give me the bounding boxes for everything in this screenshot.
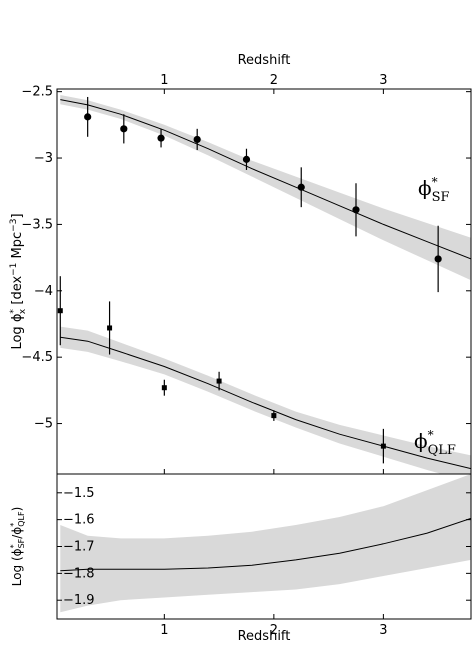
confidence-band-1 <box>60 326 471 474</box>
data-point-qlf <box>216 378 222 384</box>
top-panel: −2.5 −3 −3.5 −4 −4.5 −5 1 2 3 Redshift Log ϕ*x [de… <box>9 53 472 475</box>
data-point-sf <box>157 134 165 142</box>
data-point-sf <box>352 206 360 214</box>
confidence-band-0 <box>60 95 471 281</box>
data-point-sf <box>434 255 442 263</box>
data-point-qlf <box>107 325 113 331</box>
bottom-panel: −1.5 −1.6 −1.7 −1.8 −1.9 1 2 3 Redshift Log (ϕ*SF… <box>9 473 472 644</box>
data-point-qlf <box>57 308 63 314</box>
y-tick-label: −4.5 <box>21 350 53 365</box>
x-tick-label: 2 <box>270 623 278 638</box>
ratio-line <box>60 517 471 572</box>
data-point-qlf <box>380 443 386 449</box>
x-tick-label-top: 1 <box>160 73 168 88</box>
y-tick-label: −4 <box>34 284 53 299</box>
y-tick-label: −5 <box>34 417 53 432</box>
series-label-sf: ϕ* SF <box>418 175 450 205</box>
plot-frame-top <box>56 88 472 475</box>
x-tick-label-top: 3 <box>379 73 387 88</box>
y-axis-title-top: Log ϕ*x [dex−1 Mpc−3] <box>9 213 28 349</box>
x-tick-label: 3 <box>379 623 387 638</box>
y-axis-title-bottom: Log (ϕ*SF/ϕ*QLF) <box>9 507 26 587</box>
x-axis-title-bottom: Redshift <box>238 629 291 644</box>
data-point-sf <box>193 135 201 144</box>
data-point-sf <box>242 155 251 163</box>
y-tick-label: −1.8 <box>63 566 95 581</box>
y-tick-label: −3 <box>34 151 53 166</box>
x-tick-label: 1 <box>160 623 168 638</box>
y-tick-label: −2.5 <box>21 85 53 100</box>
fit-line-0 <box>60 99 471 260</box>
ratio-confidence-band <box>60 474 471 613</box>
data-point-sf <box>84 113 92 121</box>
data-point-qlf <box>161 385 167 391</box>
y-tick-label: −3.5 <box>21 217 53 232</box>
x-tick-label-top: 2 <box>270 73 278 88</box>
y-tick-label: −1.6 <box>63 513 95 528</box>
data-point-sf <box>120 125 128 133</box>
data-point-qlf <box>271 413 277 419</box>
y-tick-label: −1.7 <box>63 540 95 555</box>
data-point-sf <box>297 183 305 191</box>
y-tick-label: −1.9 <box>63 593 95 608</box>
y-tick-label: −1.5 <box>63 486 95 501</box>
x-axis-title-top: Redshift <box>238 53 291 68</box>
series-label-qlf: ϕ* QLF <box>414 428 456 458</box>
